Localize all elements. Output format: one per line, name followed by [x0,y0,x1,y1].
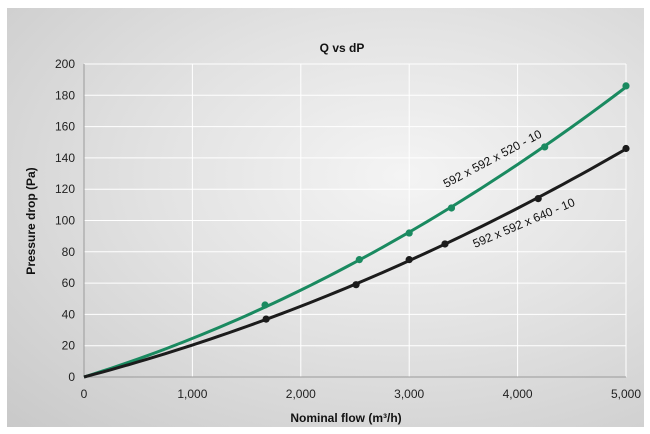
y-tick-label: 140 [55,151,75,165]
data-point-1-4 [441,240,449,248]
x-tick-label: 1,000 [177,387,207,401]
axis-layer [83,64,626,378]
data-point-1-2 [352,281,360,289]
y-axis-title: Pressure drop (Pa) [24,167,38,274]
chart-frame [7,8,644,427]
y-tick-label: 40 [62,307,76,321]
series-layer [83,82,630,379]
y-tick-label: 200 [55,57,75,71]
data-point-0-2 [355,256,363,264]
data-point-1-3 [405,256,413,264]
y-tick-label: 20 [62,339,76,353]
data-point-0-5 [541,143,549,151]
chart-title: Q vs dP [320,41,365,55]
x-tick-label: 3,000 [394,387,424,401]
y-tick-label: 180 [55,88,75,102]
tick-layer: 0 20 40 60 80 100 120 140 160 180 200 0 1,000 2,000 3,… [55,57,641,401]
y-tick-label: 0 [68,370,75,384]
x-tick-label: 5,000 [611,387,641,401]
x-tick-label: 0 [81,387,88,401]
y-tick-label: 100 [55,214,75,228]
y-tick-label: 60 [62,276,76,290]
x-tick-label: 2,000 [286,387,316,401]
data-point-1-5 [534,194,542,203]
y-tick-label: 80 [62,245,76,259]
data-point-0-6 [622,82,630,90]
data-point-0-3 [405,229,413,237]
data-point-1-1 [262,315,270,323]
data-point-1-6 [622,144,630,153]
data-point-0-4 [447,204,456,212]
x-axis-title: Nominal flow (m³/h) [290,411,401,425]
series-line-0 [83,85,627,379]
y-tick-label: 160 [55,120,75,134]
x-tick-label: 4,000 [503,387,533,401]
data-point-0-1 [261,301,269,309]
y-tick-label: 120 [55,182,75,196]
